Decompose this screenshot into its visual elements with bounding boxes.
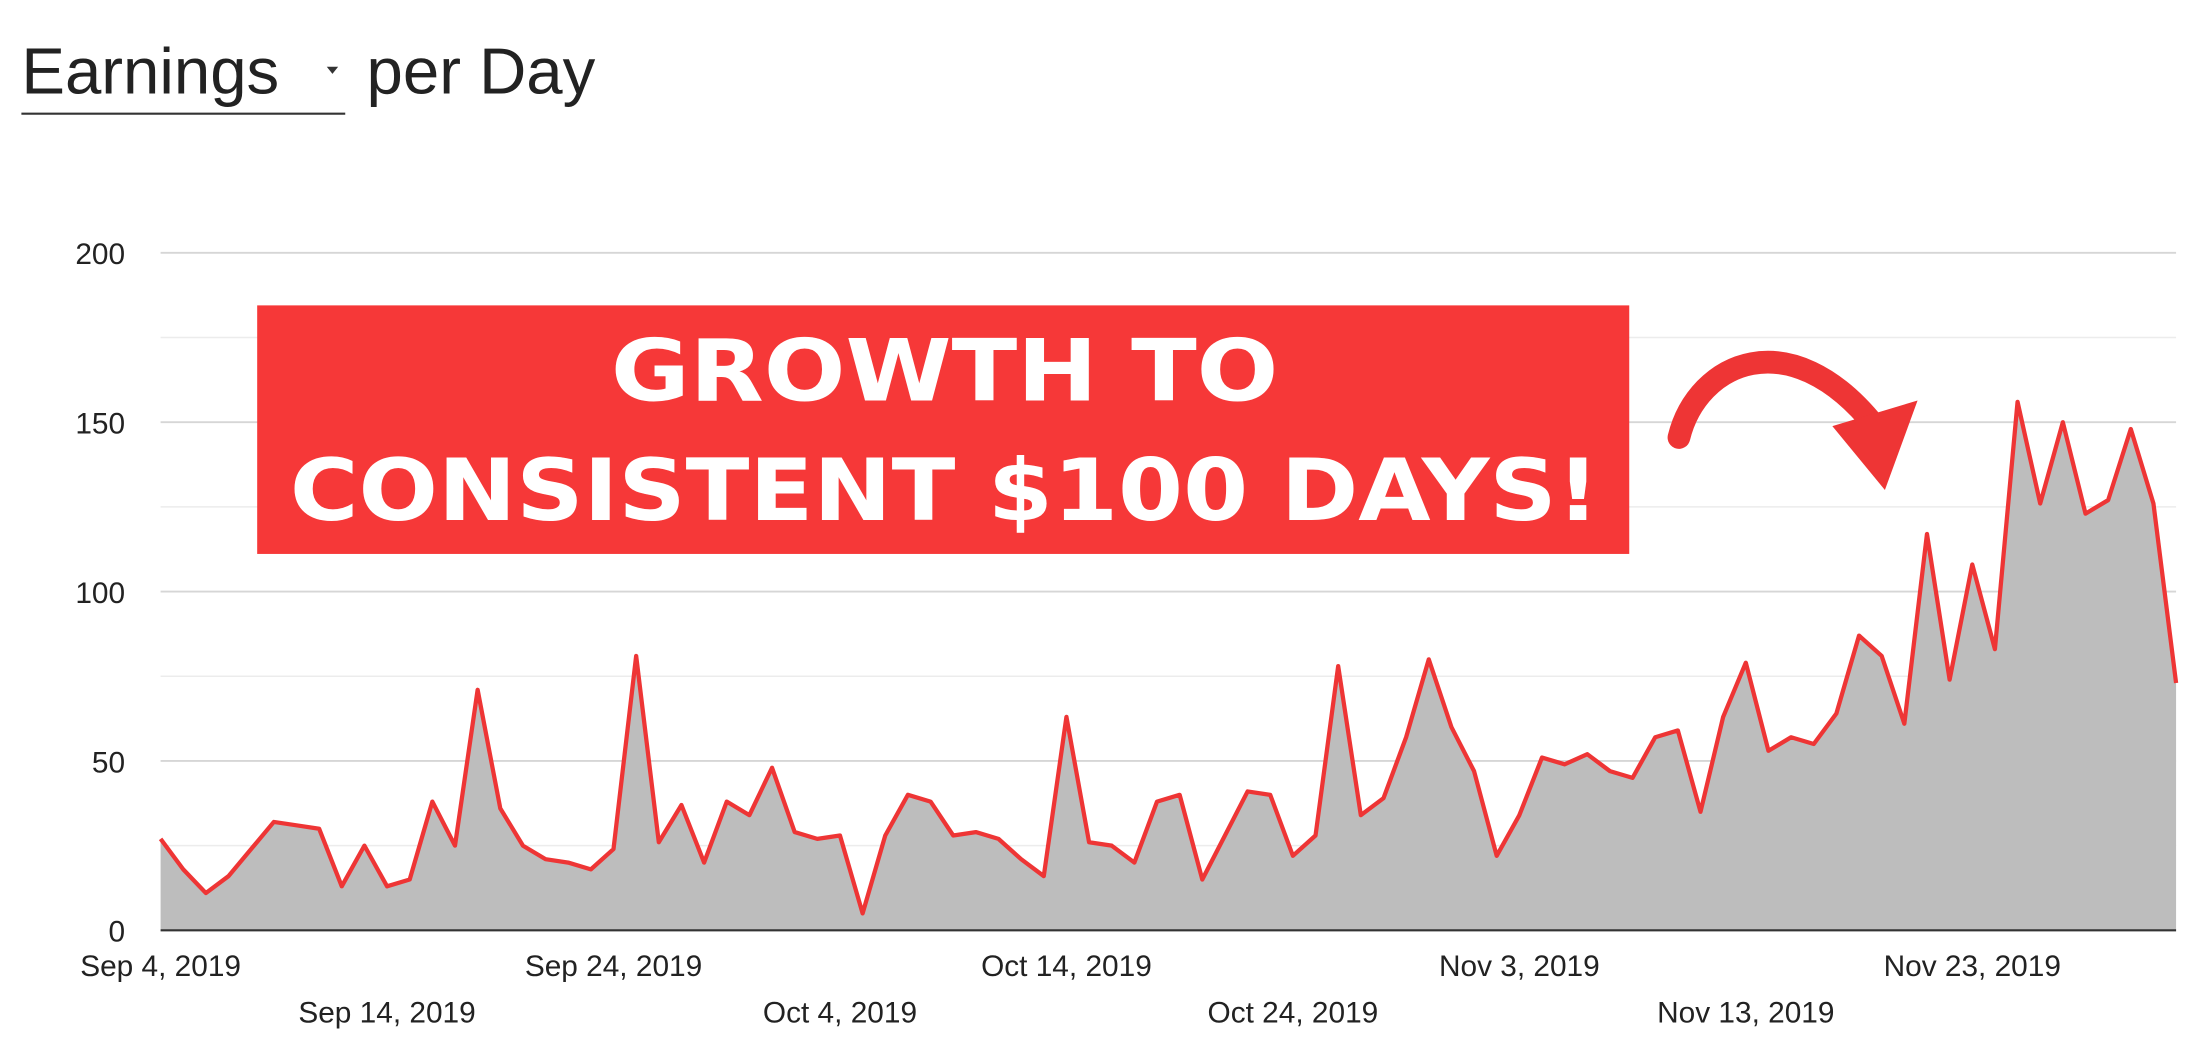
x-tick-label: Nov 23, 2019 bbox=[1884, 950, 2061, 983]
x-tick-label: Oct 14, 2019 bbox=[981, 950, 1152, 983]
metric-selector[interactable]: Earnings bbox=[21, 35, 279, 108]
chart-title: per Day bbox=[367, 35, 596, 108]
arrow-head bbox=[1832, 400, 1918, 491]
x-tick-label: Sep 4, 2019 bbox=[80, 950, 241, 983]
area bbox=[160, 401, 2177, 931]
y-tick-label: 50 bbox=[92, 746, 125, 779]
x-tick-label: Oct 4, 2019 bbox=[763, 997, 917, 1030]
line bbox=[158, 399, 2179, 916]
x-tick-label: Sep 24, 2019 bbox=[525, 950, 702, 983]
banner bbox=[257, 305, 1630, 554]
dropdown-caret[interactable] bbox=[326, 66, 339, 74]
x-tick-label: Sep 14, 2019 bbox=[298, 997, 475, 1030]
banner-line: GROWTH TO bbox=[611, 323, 1279, 422]
y-tick-label: 200 bbox=[75, 238, 125, 271]
y-tick-label: 150 bbox=[75, 408, 125, 441]
ticks: 0 50 100 150 200 Sep 4, 2019 Sep 14, 2019 Sep 2… bbox=[75, 238, 2177, 1030]
x-tick-label: Nov 3, 2019 bbox=[1439, 950, 1600, 983]
y-tick-label: 100 bbox=[75, 577, 125, 610]
x-tick-label: Nov 13, 2019 bbox=[1657, 997, 1834, 1030]
y-tick-label: 0 bbox=[108, 916, 125, 949]
plot bbox=[158, 399, 2179, 931]
arrow bbox=[1667, 350, 1887, 449]
x-tick-label: Oct 24, 2019 bbox=[1208, 997, 1379, 1030]
banner-line: CONSISTENT $100 DAYS! bbox=[290, 442, 1600, 541]
